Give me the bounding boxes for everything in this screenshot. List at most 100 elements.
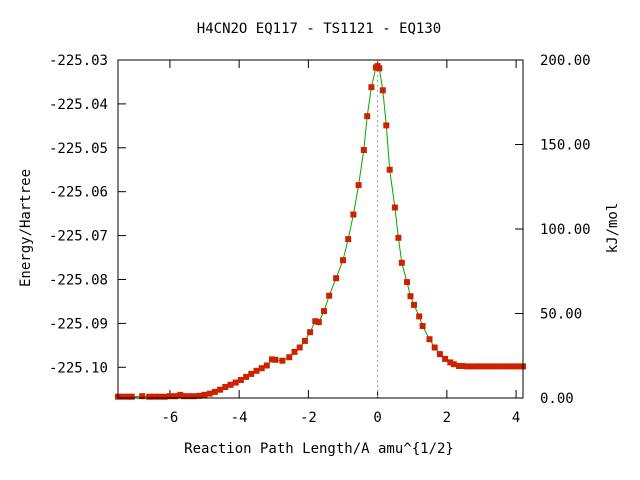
data-point-16	[201, 391, 208, 398]
data-point-18	[211, 388, 218, 395]
x-tick-label-5: 4	[512, 410, 520, 426]
data-point-69	[456, 363, 462, 369]
data-point-53	[383, 122, 390, 129]
data-point-54	[386, 166, 393, 173]
data-point-29	[269, 356, 275, 363]
data-point-10	[172, 393, 179, 400]
data-point-25	[248, 370, 255, 377]
data-point-34	[296, 344, 303, 351]
data-point-8	[161, 393, 168, 400]
data-point-75	[483, 363, 490, 370]
data-point-72	[469, 363, 476, 370]
y-tick-label-0: -225.03	[49, 53, 108, 69]
data-point-68	[450, 361, 457, 368]
y2-axis-label: kJ/mol	[605, 203, 621, 254]
x-tick-label-2: -2	[300, 410, 317, 426]
data-point-81	[514, 363, 521, 370]
data-point-19	[217, 386, 224, 393]
plot-area	[115, 60, 526, 400]
data-point-12	[180, 393, 187, 400]
data-point-74	[478, 363, 485, 370]
data-point-52	[379, 87, 386, 94]
data-point-55	[391, 204, 398, 211]
data-point-80	[509, 363, 516, 370]
data-point-71	[464, 363, 471, 370]
data-point-37	[312, 318, 319, 325]
data-point-65	[436, 351, 443, 358]
data-point-9	[166, 393, 173, 400]
y-tick-label-5: -225.08	[49, 272, 108, 288]
plot-frame	[117, 59, 524, 399]
data-point-30	[272, 356, 279, 363]
y2-tick-label-4: 200.00	[540, 53, 591, 69]
data-point-11	[177, 391, 184, 398]
data-point-33	[291, 348, 298, 355]
data-point-13	[186, 393, 192, 400]
data-point-26	[253, 367, 260, 374]
data-point-62	[419, 323, 426, 329]
data-point-20	[222, 384, 229, 390]
y-axis-label: Energy/Hartree	[18, 169, 34, 287]
y2-tick-label-3: 150.00	[540, 138, 591, 154]
data-point-64	[431, 344, 438, 351]
data-point-4	[139, 393, 146, 400]
data-point-28	[263, 362, 270, 369]
data-point-7	[156, 393, 163, 400]
data-point-79	[504, 363, 511, 370]
data-point-63	[426, 336, 433, 343]
data-point-56	[395, 234, 402, 241]
data-point-38	[315, 319, 322, 326]
data-point-1	[120, 393, 127, 400]
data-point-67	[447, 359, 454, 366]
series-line	[118, 65, 523, 398]
data-point-2	[125, 393, 132, 400]
x-tick-label-1: -4	[231, 410, 248, 426]
y-tick-label-2: -225.05	[49, 141, 108, 157]
data-point-57	[398, 259, 405, 266]
y-tick-label-6: -225.09	[49, 316, 108, 332]
data-point-60	[411, 301, 417, 308]
data-point-5	[146, 393, 153, 400]
data-point-39	[321, 308, 327, 315]
data-point-46	[360, 147, 367, 153]
x-tick-label-0: -6	[161, 410, 178, 426]
data-point-44	[350, 211, 357, 218]
data-point-14	[191, 393, 198, 400]
data-point-42	[340, 257, 346, 264]
data-point-40	[326, 292, 333, 299]
y2-tick-label-1: 50.00	[540, 307, 582, 323]
data-point-24	[243, 373, 250, 380]
y-tick-label-1: -225.04	[49, 97, 108, 113]
data-point-36	[307, 329, 314, 336]
data-point-59	[407, 293, 414, 300]
data-point-32	[286, 354, 293, 361]
data-point-47	[364, 113, 371, 120]
data-point-70	[459, 363, 466, 369]
data-point-66	[442, 355, 449, 362]
data-point-31	[279, 357, 286, 364]
data-point-77	[494, 363, 500, 370]
data-point-23	[237, 377, 244, 383]
data-point-61	[416, 313, 423, 320]
data-point-22	[232, 379, 239, 386]
data-point-27	[258, 365, 265, 372]
data-point-48	[368, 84, 375, 91]
data-point-43	[345, 236, 352, 243]
x-tick-label-4: 2	[443, 410, 451, 426]
y-tick-label-4: -225.07	[49, 229, 108, 245]
data-point-3	[128, 393, 135, 400]
x-tick-label-3: 0	[373, 410, 381, 426]
data-point-17	[206, 390, 213, 397]
y2-tick-label-0: 0.00	[540, 391, 574, 407]
data-point-35	[301, 337, 308, 344]
data-point-73	[475, 363, 481, 370]
chart-title: H4CN2O EQ117 - TS1121 - EQ130	[197, 21, 441, 37]
data-point-6	[151, 393, 158, 400]
data-point-58	[404, 279, 410, 286]
data-point-21	[227, 381, 234, 388]
data-point-78	[499, 363, 506, 370]
x-axis-label: Reaction Path Length/A amu^{1/2}	[184, 441, 454, 457]
y-tick-label-3: -225.06	[49, 185, 108, 201]
y2-tick-label-2: 100.00	[540, 222, 591, 238]
